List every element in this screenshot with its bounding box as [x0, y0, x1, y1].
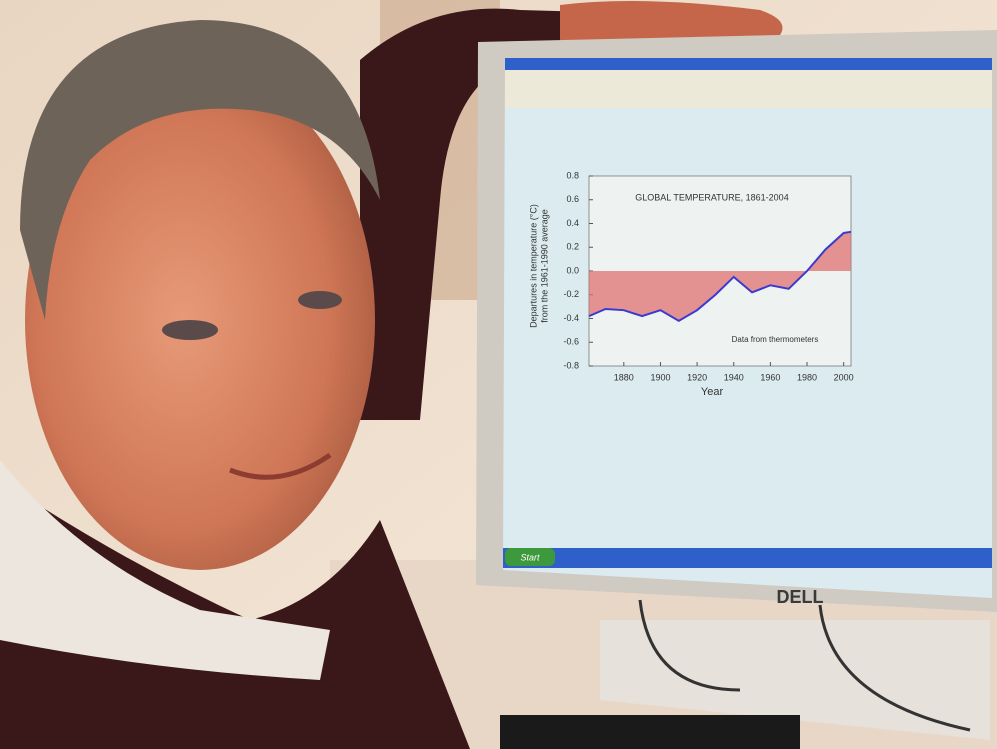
x-tick-label: 1980: [797, 372, 817, 382]
y-tick-label: -0.2: [563, 289, 579, 299]
mouth: [229, 452, 332, 480]
start-button[interactable]: [505, 548, 555, 566]
monitor-stand: [600, 620, 990, 740]
cable: [638, 599, 741, 692]
chart-title: GLOBAL TEMPERATURE, 1861-2004: [635, 192, 788, 202]
y-tick-label: 0.4: [566, 218, 579, 228]
x-axis-label: Year: [701, 386, 724, 398]
x-tick-label: 1900: [650, 372, 670, 382]
y-tick-label: 0.0: [566, 265, 579, 275]
y-axis-label: Departures in temperature (°C): [528, 204, 538, 328]
face: [25, 70, 375, 570]
y-tick-label: -0.6: [563, 337, 579, 347]
sweater: [0, 480, 470, 749]
toolbar: [505, 70, 992, 108]
x-tick-label: 1960: [760, 372, 780, 382]
arm-sleeve: [360, 8, 700, 421]
y-tick-label: 0.2: [566, 242, 579, 252]
x-tick-label: 1940: [724, 372, 744, 382]
x-tick-label: 1920: [687, 372, 707, 382]
x-tick-label: 1880: [614, 372, 634, 382]
eye: [298, 291, 342, 309]
shirt-collar: [0, 460, 330, 680]
keyboard: [500, 715, 800, 749]
smoothed-line: [588, 230, 852, 323]
y-axis-label: from the 1961-1990 average: [539, 209, 549, 323]
y-tick-label: 0.6: [566, 194, 579, 204]
y-tick-label: -0.8: [563, 360, 579, 370]
taskbar: [503, 548, 992, 568]
hair: [20, 20, 380, 320]
x-tick-label: 2000: [834, 372, 854, 382]
start-label[interactable]: Start: [520, 552, 540, 562]
annotation: Data from thermometers: [732, 335, 819, 344]
eye: [162, 320, 218, 340]
screen-chart: GLOBAL TEMPERATURE, 1861-2004 Data from …: [528, 170, 853, 398]
y-tick-label: 0.8: [566, 170, 579, 180]
title-bar: [505, 58, 992, 70]
brand-logo: DELL: [777, 587, 824, 607]
y-tick-label: -0.4: [563, 313, 579, 323]
cable: [818, 604, 971, 732]
anomaly-area: [589, 231, 851, 321]
